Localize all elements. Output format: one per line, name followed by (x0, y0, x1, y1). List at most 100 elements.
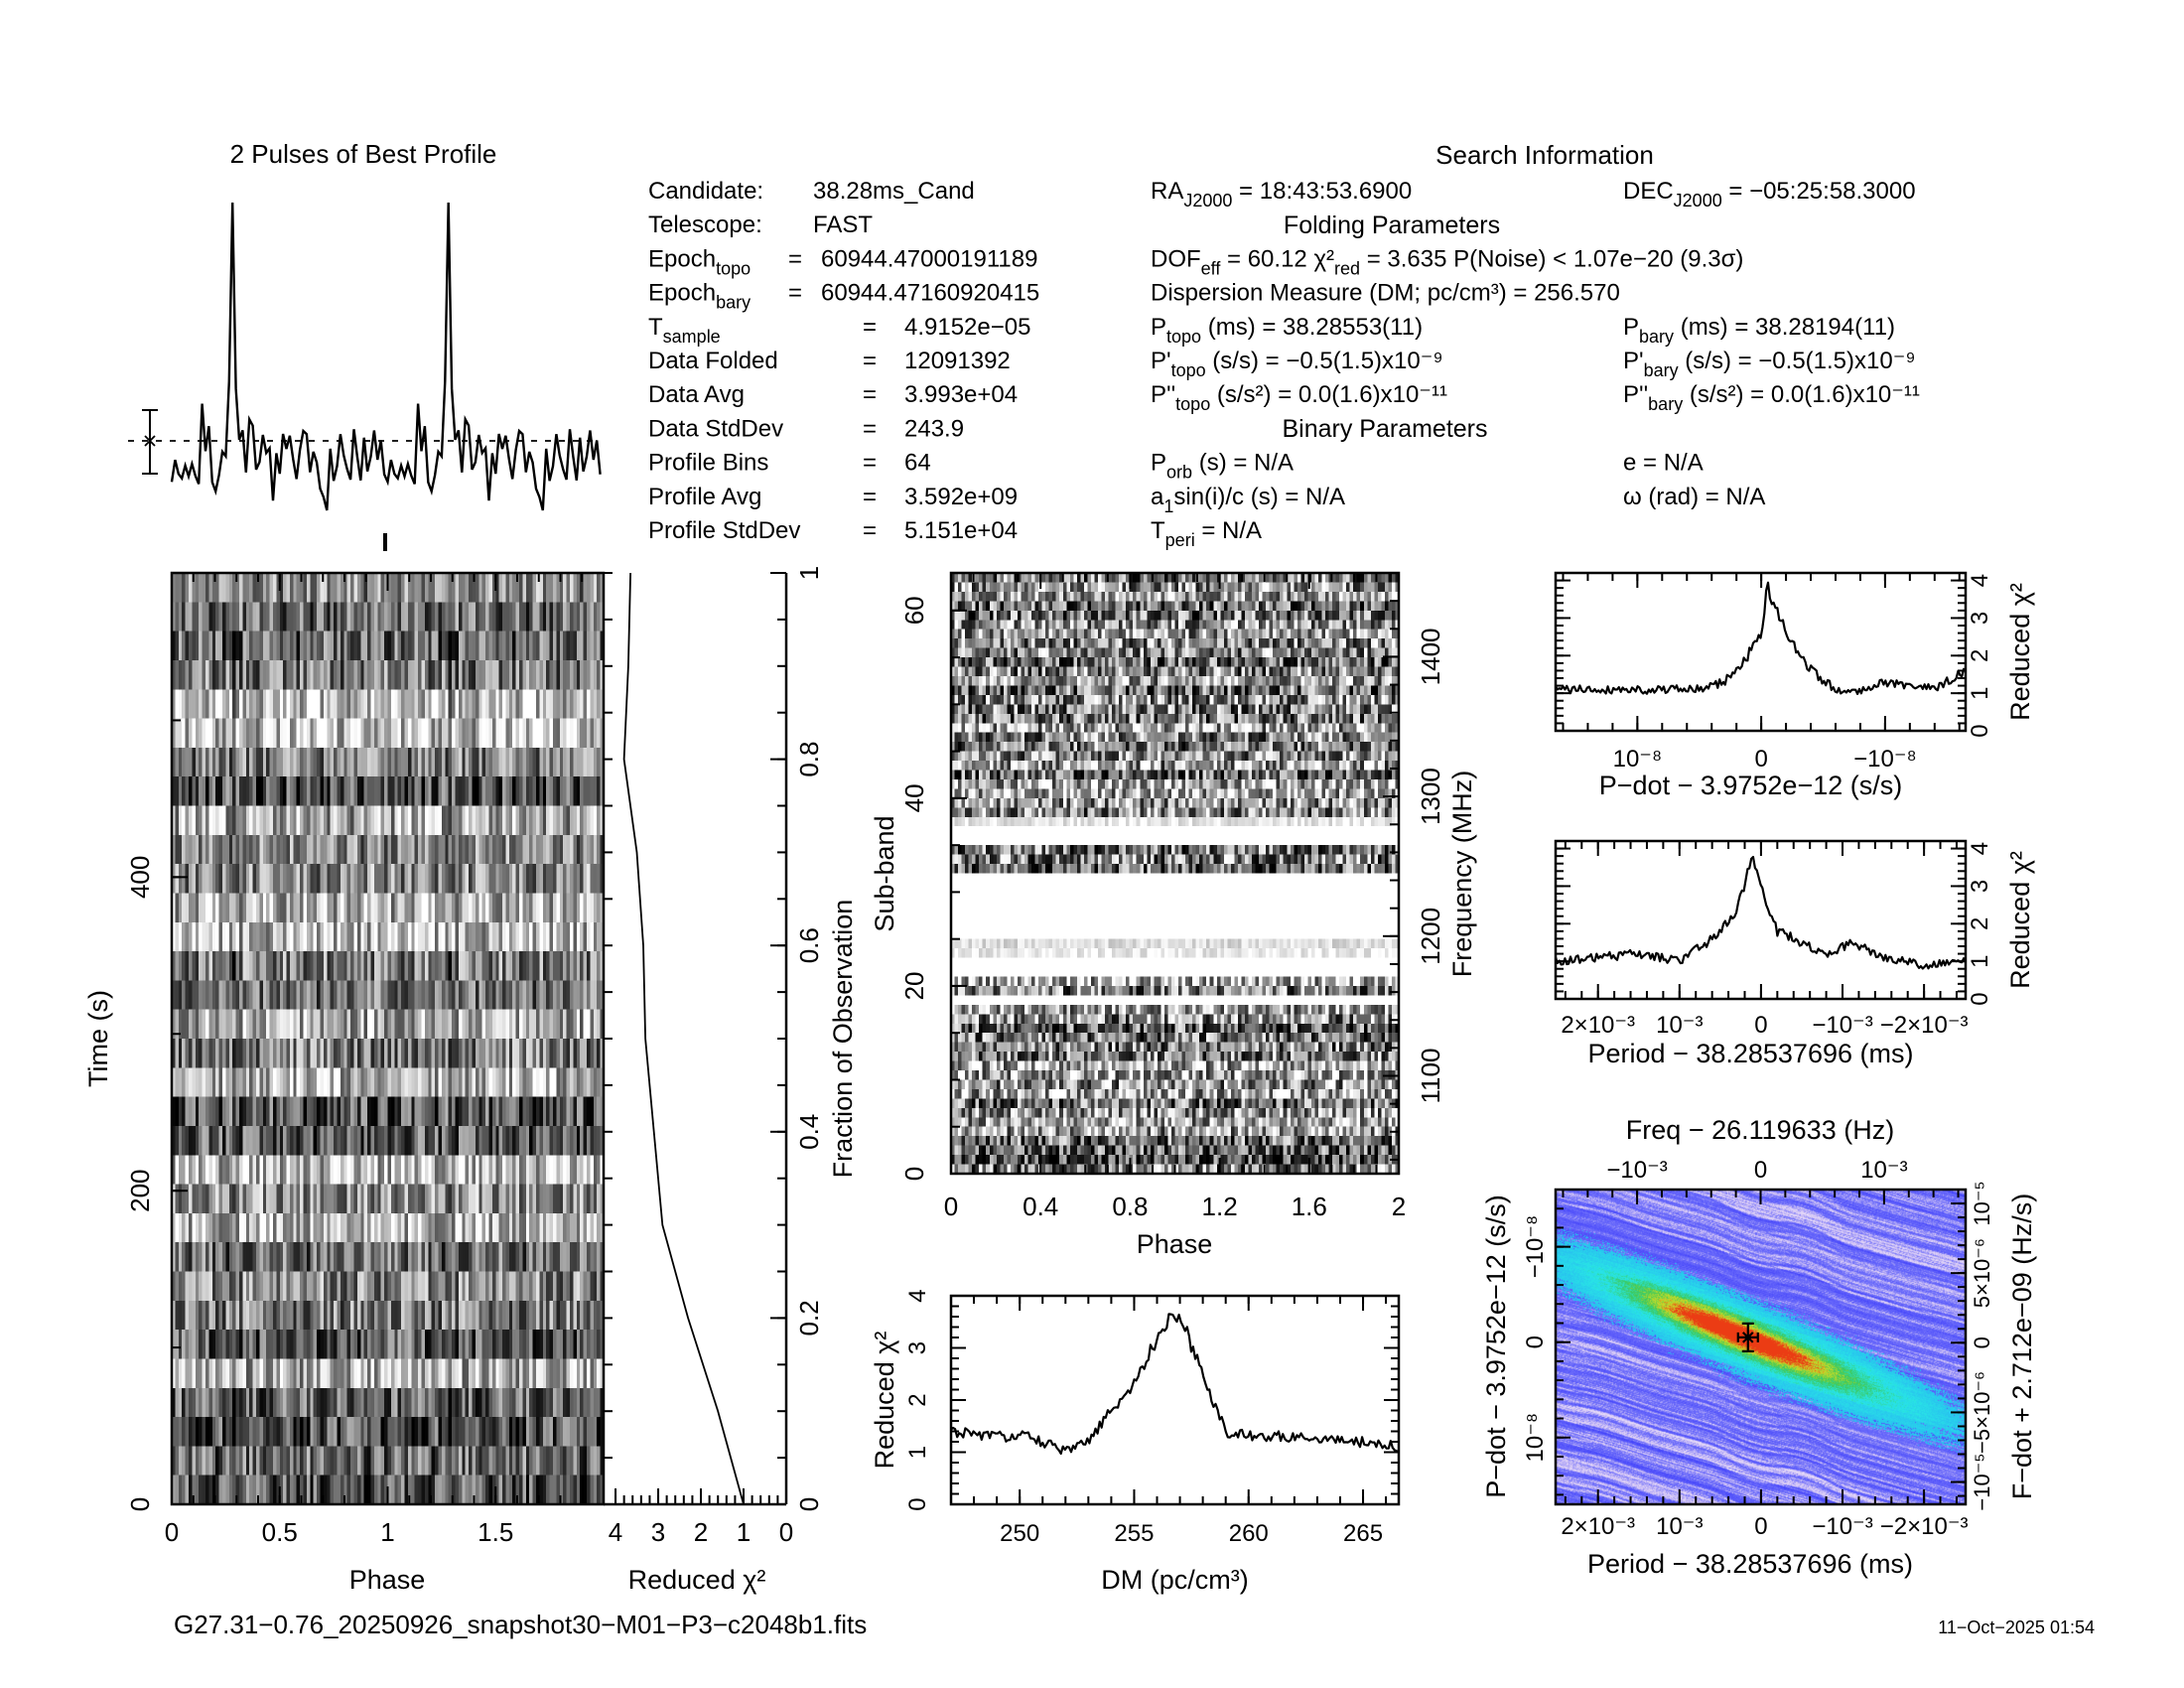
equals-sign: = (863, 517, 877, 544)
text-segment: T (1151, 517, 1165, 544)
subscript: bary (1639, 327, 1674, 347)
profile-title: 2 Pulses of Best Profile (230, 139, 497, 169)
text-segment: ω (rad) = N/A (1623, 484, 1765, 510)
y2-tick-label: 1100 (1416, 1049, 1445, 1104)
y-tick-label: 1 (794, 566, 824, 580)
x-tick-label: 1.6 (1292, 1192, 1327, 1221)
y-tick-label: 0 (899, 1167, 929, 1181)
folding-info-line: a1sin(i)/c (s) = N/A (1151, 484, 1345, 516)
x-tick-label: 0.4 (1023, 1192, 1058, 1221)
x-tick-label: −2×10⁻³ (1880, 1012, 1969, 1039)
subband-frame (949, 571, 1401, 1176)
y-axis-label: Reduced χ² (2005, 851, 2035, 989)
y-tick-label: 200 (125, 1169, 155, 1211)
subscript: J2000 (1674, 191, 1722, 211)
text-segment: P' (1151, 348, 1171, 374)
info-label: Data StdDev (648, 415, 783, 442)
y-tick-label: 0.6 (794, 927, 824, 963)
y-tick-label: 1 (1967, 686, 1993, 699)
text-segment: T (648, 314, 663, 341)
text-segment: Epoch (648, 245, 716, 272)
folding-info-line: RAJ2000 = 18:43:53.6900 (1151, 178, 1412, 211)
text-segment: = −05:25:58.3000 (1722, 178, 1916, 205)
y2-tick-label: 1400 (1416, 628, 1445, 685)
pdot_chi2-frame (1554, 571, 1968, 733)
time-chi2-curve (622, 572, 745, 1505)
bary-info-line: P''bary (s/s²) = 0.0(1.6)x10⁻¹¹ (1623, 381, 1920, 414)
x-tick-label: 2 (1392, 1192, 1406, 1221)
text-segment: P (1151, 314, 1166, 341)
x-tick-label: 0.5 (262, 1517, 298, 1547)
folding-info-line: Dispersion Measure (DM; pc/cm³) = 256.57… (1151, 280, 1620, 307)
info-value: 38.28ms_Cand (813, 178, 975, 205)
y-tick-label: 60 (899, 596, 929, 625)
y-axis-label: Time (s) (83, 990, 113, 1087)
x-tick-label: −10⁻³ (1812, 1513, 1872, 1540)
text-segment: (s) = N/A (1192, 450, 1294, 477)
text-segment: = N/A (1195, 517, 1262, 544)
y-tick-label: 20 (899, 971, 929, 1000)
bary-info-line: ω (rad) = N/A (1623, 484, 1765, 510)
x-tick-label: −2×10⁻³ (1880, 1513, 1969, 1540)
y2-tick-label: −10⁻⁵ (1970, 1454, 1994, 1511)
info-value: 12091392 (904, 348, 1011, 374)
subscript: eff (1201, 258, 1222, 278)
subscript: peri (1165, 530, 1195, 550)
info-label: Epochbary (648, 280, 751, 313)
p-pdot-plane-heatmap (1556, 1190, 1966, 1504)
x-tick-label: 0 (1754, 1513, 1767, 1540)
x-tick-label: 0 (779, 1517, 793, 1547)
folding-info-line: DOFeff = 60.12 χ²red = 3.635 P(Noise) < … (1151, 245, 1743, 278)
info-value: 3.592e+09 (904, 484, 1018, 510)
text-segment: (s/s²) = 0.0(1.6)x10⁻¹¹ (1210, 381, 1447, 408)
bary-info-line: Pbary (ms) = 38.28194(11) (1623, 314, 1895, 347)
text-segment: Dispersion Measure (DM; pc/cm³) = 256.57… (1151, 280, 1620, 307)
y-tick-label: 3 (904, 1341, 931, 1354)
y2-axis-label: F−dot + 2.712e−09 (Hz/s) (2007, 1194, 2037, 1499)
x-tick-label: −10⁻⁸ (1853, 746, 1917, 773)
equals-sign: = (863, 348, 877, 374)
subscript: red (1334, 258, 1360, 278)
text-segment: Profile Avg (648, 484, 761, 510)
y-tick-label: 1 (904, 1446, 931, 1459)
best-fit-marker (1736, 1322, 1759, 1352)
info-label: Candidate: (648, 178, 763, 205)
subscript: topo (716, 258, 751, 278)
subscript: orb (1166, 463, 1192, 483)
equals-sign: = (863, 450, 877, 477)
time-phase-frame (170, 571, 606, 1506)
x-axis-label: Period − 38.28537696 (ms) (1588, 1039, 1914, 1068)
y2-tick-label: 10⁻⁵ (1970, 1181, 1994, 1225)
x-axis-label: Phase (1137, 1229, 1213, 1259)
text-segment: P'' (1623, 381, 1648, 408)
y-tick-label: 10⁻⁸ (1522, 1413, 1549, 1463)
info-value: 4.9152e−05 (904, 314, 1030, 341)
text-segment: a (1151, 484, 1164, 510)
info-label: Profile Bins (648, 450, 768, 477)
info-label: Epochtopo (648, 245, 751, 278)
y-tick-label: 0.4 (794, 1114, 824, 1150)
text-segment: P'' (1151, 381, 1175, 408)
text-segment: sin(i)/c (s) = N/A (1173, 484, 1345, 510)
text-segment: Epoch (648, 280, 716, 307)
bary-info-line: DECJ2000 = −05:25:58.3000 (1623, 178, 1916, 211)
info-value: 243.9 (904, 415, 964, 442)
x-tick-label: 1 (380, 1517, 394, 1547)
text-segment: (ms) = 38.28194(11) (1674, 314, 1895, 341)
equals-sign: = (863, 314, 877, 341)
y-tick-label: 2 (904, 1393, 931, 1406)
x-tick-label: 1 (737, 1517, 751, 1547)
bary-info-line: e = N/A (1623, 450, 1704, 477)
subscript: topo (1166, 327, 1201, 347)
x2-tick-label: 0 (1754, 1157, 1767, 1184)
x2-tick-label: −10⁻³ (1606, 1157, 1667, 1184)
x-tick-label: 10⁻³ (1656, 1012, 1703, 1039)
folding-info-line: P''topo (s/s²) = 0.0(1.6)x10⁻¹¹ (1151, 381, 1447, 414)
x-tick-label: 2×10⁻³ (1561, 1012, 1635, 1039)
x2-tick-label: 10⁻³ (1860, 1157, 1907, 1184)
x-tick-label: 265 (1343, 1520, 1383, 1547)
subscript: bary (1648, 394, 1683, 414)
y-axis-label: Reduced χ² (870, 1332, 899, 1470)
y2-tick-label: 0 (1970, 1336, 1994, 1348)
